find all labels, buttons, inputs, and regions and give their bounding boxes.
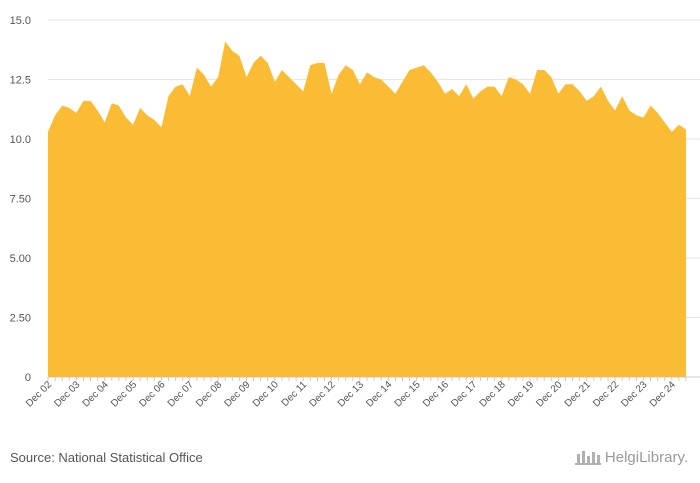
x-tick-label: Dec 07 (166, 379, 196, 409)
x-tick-label: Dec 24 (648, 379, 678, 409)
x-tick-label: Dec 19 (506, 379, 536, 409)
x-tick-label: Dec 10 (251, 379, 281, 409)
helgi-library-logo: HelgiLibrary. (574, 448, 688, 466)
y-tick-label: 0 (25, 372, 31, 384)
x-tick-label: Dec 16 (421, 379, 451, 409)
x-tick-label: Dec 04 (81, 379, 111, 409)
x-tick-label: Dec 15 (393, 379, 423, 409)
x-tick-label: Dec 13 (336, 379, 366, 409)
x-tick-label: Dec 20 (534, 379, 564, 409)
y-tick-label: 10.0 (10, 134, 31, 146)
y-tick-label: 7.50 (10, 194, 31, 206)
x-tick-label: Dec 14 (364, 379, 394, 409)
series-area (48, 41, 686, 378)
x-tick-label: Dec 03 (52, 379, 82, 409)
y-tick-label: 12.5 (10, 75, 31, 87)
x-tick-label: Dec 21 (563, 379, 593, 409)
x-tick-label: Dec 06 (137, 379, 167, 409)
x-tick-label: Dec 18 (478, 379, 508, 409)
y-tick-label: 2.50 (10, 313, 31, 325)
logo-text: HelgiLibrary. (604, 448, 688, 466)
x-tick-label: Dec 09 (222, 379, 252, 409)
x-tick-label: Dec 17 (449, 379, 479, 409)
x-tick-label: Dec 23 (619, 379, 649, 409)
x-tick-label: Dec 05 (109, 379, 139, 409)
x-tick-label: Dec 11 (280, 379, 310, 409)
source-note: Source: National Statistical Office (10, 450, 203, 465)
library-icon (574, 451, 601, 465)
x-tick-label: Dec 22 (591, 379, 621, 409)
x-tick-label: Dec 08 (194, 379, 224, 409)
x-tick-label: Dec 12 (307, 379, 337, 409)
y-tick-label: 5.00 (10, 253, 31, 265)
y-axis: 0 2.50 5.00 7.50 10.0 12.5 15.0 (10, 15, 31, 384)
y-tick-label: 15.0 (10, 15, 31, 27)
